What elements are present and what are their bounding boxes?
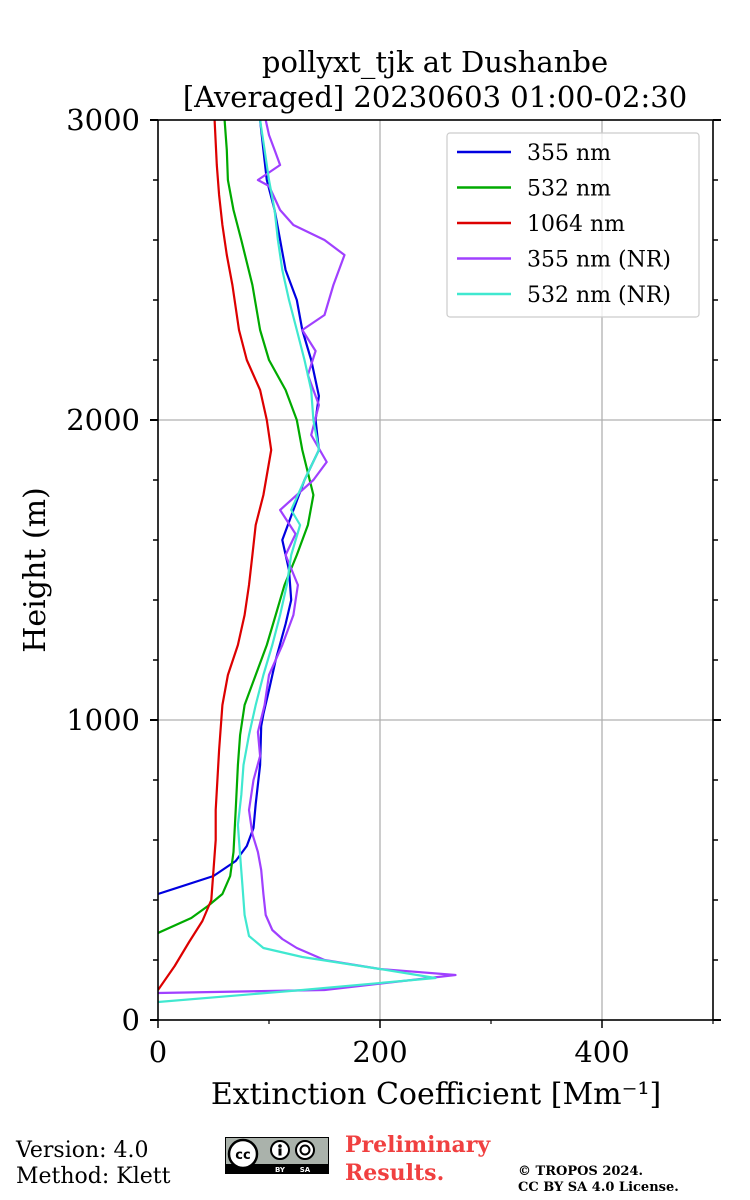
- series-line-5: [158, 120, 437, 1004]
- legend: 355 nm 532 nm 1064 nm 355 nm (NR) 532 nm (NR…: [446, 132, 700, 318]
- copyright-notice: © TROPOS 2024. CC BY SA 4.0 License.: [518, 1164, 679, 1196]
- y-tick-label: 1000: [66, 703, 140, 737]
- x-tick-label: 0: [149, 1035, 167, 1069]
- legend-label: 532 nm: [527, 177, 611, 202]
- chart-title-line2: [Averaged] 20230603 01:00-02:30: [183, 80, 687, 114]
- legend-label: 355 nm (NR): [527, 248, 671, 273]
- chart-title-line1: pollyxt_tjk at Dushanbe: [262, 45, 608, 80]
- x-axis-label: Extinction Coefficient [Mm⁻¹]: [211, 1077, 661, 1112]
- legend-label: 355 nm: [527, 141, 611, 166]
- version-info: Version: 4.0 Method: Klett: [16, 1138, 170, 1190]
- x-axis-ticks: 0 200 400: [149, 1020, 714, 1069]
- series-group: [158, 120, 457, 1004]
- copyright-line1: © TROPOS 2024.: [518, 1164, 644, 1179]
- x-axis-label-text: Extinction Coefficient: [211, 1077, 541, 1112]
- legend-label: 1064 nm: [527, 212, 625, 237]
- y-axis-label: Height (m): [18, 487, 53, 652]
- svg-text:SA: SA: [300, 1166, 311, 1174]
- y-tick-label: 2000: [66, 403, 140, 437]
- svg-text:BY: BY: [275, 1166, 286, 1174]
- legend-label: 532 nm (NR): [527, 283, 671, 308]
- svg-text:cc: cc: [235, 1148, 250, 1163]
- extinction-profile-chart: pollyxt_tjk at Dushanbe [Averaged] 20230…: [18, 45, 721, 1112]
- legend-box: [446, 132, 700, 318]
- x-tick-label: 400: [574, 1035, 629, 1069]
- y-tick-label: 0: [122, 1003, 140, 1037]
- plot-frame: [157, 119, 714, 1021]
- series-line-3: [158, 120, 273, 991]
- cc-by-sa-icon: cc BY SA: [225, 1137, 329, 1174]
- preliminary-line1: Preliminary: [345, 1132, 491, 1158]
- version-text: Version: 4.0: [16, 1138, 149, 1163]
- copyright-line2: CC BY SA 4.0 License.: [518, 1180, 679, 1195]
- y-tick-label: 3000: [66, 103, 140, 137]
- preliminary-results: Preliminary Results.: [345, 1131, 490, 1187]
- preliminary-line2: Results.: [345, 1160, 445, 1186]
- x-tick-label: 200: [352, 1035, 407, 1069]
- series-line-4: [158, 120, 457, 995]
- x-axis-unit: [Mm⁻¹]: [551, 1077, 661, 1112]
- series-line-1: [158, 120, 320, 896]
- y-axis-ticks: 0 1000 2000 3000: [66, 103, 721, 1037]
- method-text: Method: Klett: [16, 1164, 171, 1189]
